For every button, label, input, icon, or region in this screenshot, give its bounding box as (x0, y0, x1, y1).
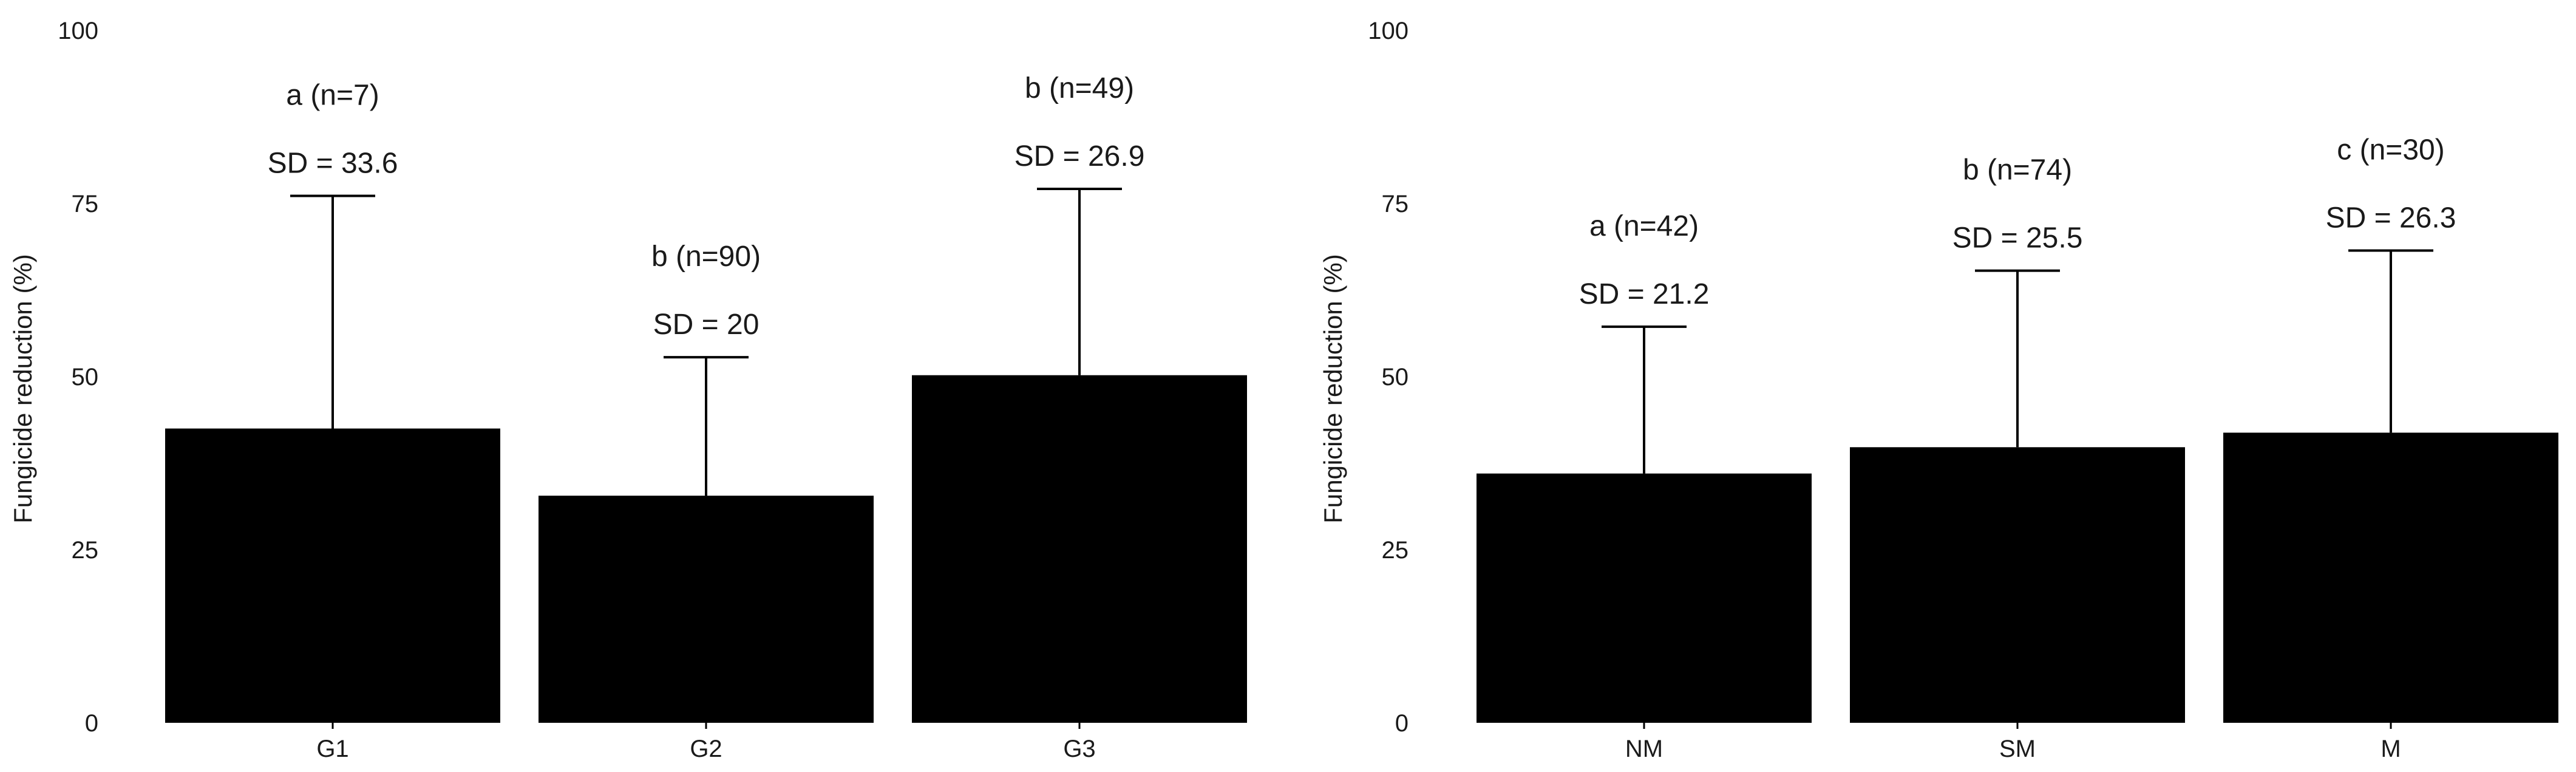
bar (2223, 432, 2558, 723)
bar (1477, 473, 1812, 723)
bar (539, 496, 874, 723)
group-label: b (n=49) (1025, 72, 1134, 104)
y-tick-label: 50 (1382, 364, 1409, 391)
y-tick-label: 100 (58, 18, 98, 44)
sd-label: SD = 26.3 (2326, 202, 2456, 234)
x-tick-label: M (2381, 736, 2401, 762)
y-tick-label: 0 (85, 710, 98, 737)
sd-label: SD = 26.9 (1014, 140, 1145, 173)
sd-label: SD = 33.6 (268, 147, 398, 179)
x-tick-label: NM (1625, 736, 1663, 762)
x-tick-label: G2 (690, 736, 722, 762)
y-axis-label: Fungicide reduction (%) (8, 254, 37, 524)
y-tick-label: 75 (1382, 191, 1409, 217)
sd-label: SD = 21.2 (1579, 278, 1710, 310)
bar (1850, 447, 2185, 723)
y-tick-label: 25 (1382, 537, 1409, 564)
group-label: b (n=74) (1963, 154, 2072, 186)
x-tick-label: G3 (1063, 736, 1095, 762)
bar (165, 428, 500, 723)
x-tick-label: SM (1999, 736, 2036, 762)
x-tick-label: G1 (316, 736, 348, 762)
y-axis-label: Fungicide reduction (%) (1319, 254, 1347, 524)
y-tick-label: 50 (72, 364, 99, 391)
y-tick-label: 75 (72, 191, 99, 217)
sd-label: SD = 25.5 (1952, 222, 2083, 254)
group-label: a (n=7) (286, 79, 379, 111)
y-tick-label: 25 (72, 537, 99, 564)
group-label: a (n=42) (1589, 210, 1699, 242)
y-tick-label: 0 (1395, 710, 1409, 737)
bar (912, 375, 1247, 723)
y-tick-label: 100 (1368, 18, 1409, 44)
sd-label: SD = 20 (653, 309, 760, 341)
group-label: c (n=30) (2337, 134, 2444, 166)
group-label: b (n=90) (651, 241, 761, 273)
